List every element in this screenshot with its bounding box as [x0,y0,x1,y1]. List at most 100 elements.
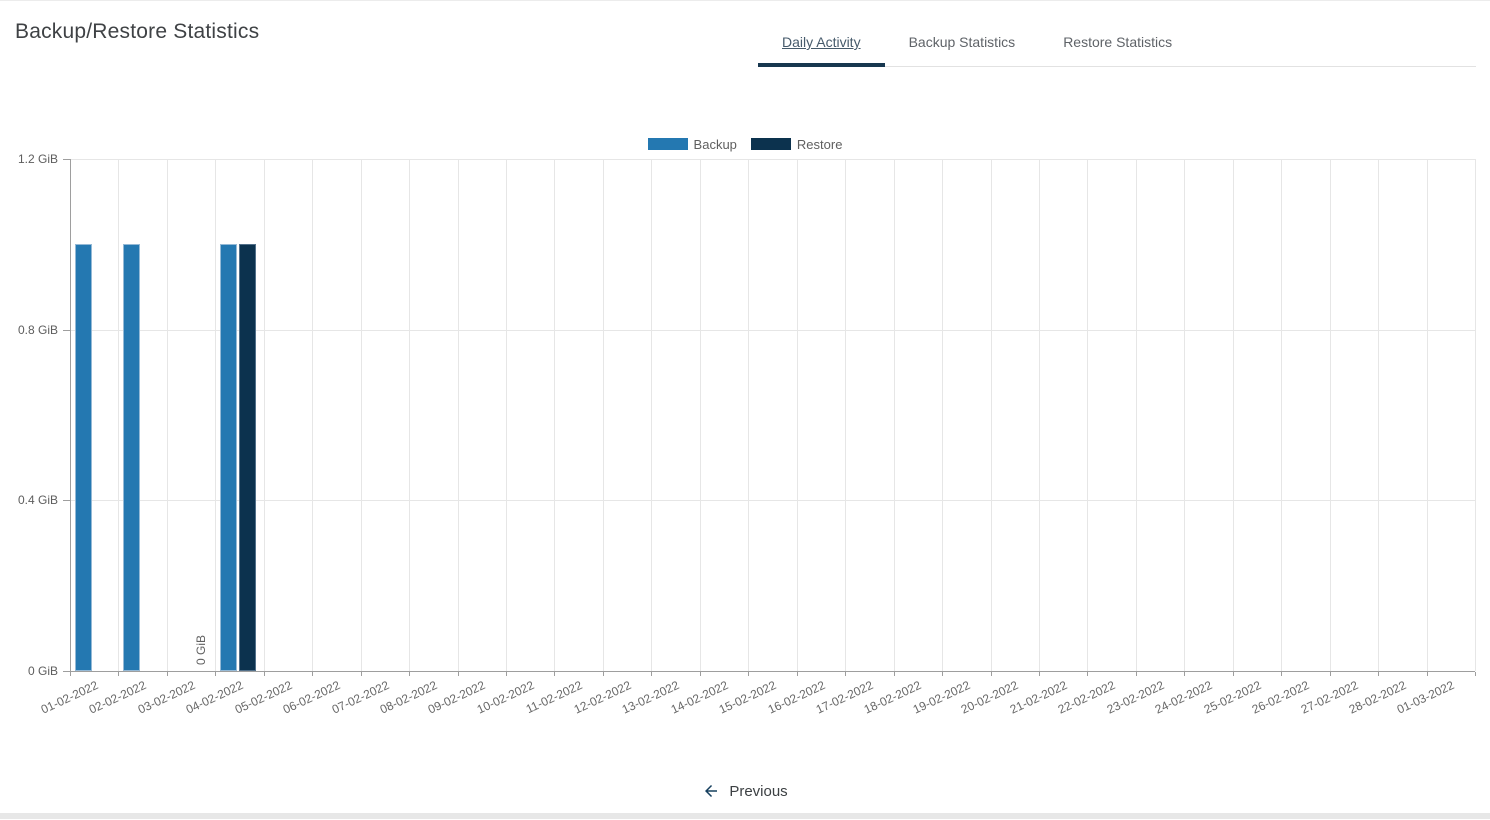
backup-bar-02-02-2022[interactable] [123,244,141,671]
chart-legend: Backup Restore [0,136,1490,152]
x-axis-tick [118,672,120,676]
x-axis-label: 06-02-2022 [280,678,343,717]
x-axis-tick [1038,672,1040,676]
page-title: Backup/Restore Statistics [15,20,260,43]
x-axis-tick [312,672,314,676]
backup-bar-04-02-2022[interactable] [220,244,238,671]
x-axis-tick [1475,672,1476,676]
y-axis-tick [63,329,70,331]
x-axis-label: 24-02-2022 [1152,678,1215,717]
tab-restore-statistics-label: Restore Statistics [1063,34,1173,50]
x-axis-label: 01-03-2022 [1395,678,1457,717]
tab-restore-statistics[interactable]: Restore Statistics [1039,18,1196,66]
y-axis-label: 1.2 GiB [17,152,58,166]
restore-bar-04-02-2022[interactable] [239,244,257,671]
active-tab-indicator [758,63,885,67]
x-axis-tick [845,672,847,676]
x-gridline [1087,159,1089,671]
x-gridline [215,159,217,671]
x-gridline [360,159,362,671]
x-gridline [699,159,701,671]
x-axis-label: 15-02-2022 [716,678,779,717]
x-axis-label: 17-02-2022 [813,678,876,717]
x-gridline [457,159,459,671]
y-gridline [70,500,1475,502]
tab-daily-activity[interactable]: Daily Activity [758,18,885,67]
x-axis-label: 22-02-2022 [1056,678,1118,717]
x-axis-tick [70,672,71,676]
x-axis-label: 21-02-2022 [1007,678,1070,717]
x-gridline [409,159,411,671]
y-gridline [70,159,1475,160]
y-axis-tick [63,500,70,502]
x-axis-tick [651,672,653,676]
tab-daily-activity-label: Daily Activity [782,34,861,50]
y-axis-label: 0 GiB [27,664,58,678]
x-axis-tick [215,672,217,676]
x-gridline [506,159,508,671]
x-axis-label: 12-02-2022 [571,678,634,717]
x-gridline [263,159,265,671]
previous-button[interactable]: Previous [0,778,1490,804]
x-axis-tick [1281,672,1283,676]
x-axis-tick [263,672,265,676]
x-gridline [554,159,556,671]
legend-backup-label: Backup [693,136,737,152]
x-axis-label: 19-02-2022 [910,678,973,717]
restore-swatch-icon [750,138,791,150]
x-gridline [1184,159,1186,671]
x-axis-tick [893,672,895,676]
x-axis-label: 07-02-2022 [329,678,391,717]
x-gridline [312,159,314,671]
x-axis-tick [602,672,604,676]
x-gridline [893,159,895,671]
x-axis-tick [1426,672,1428,676]
tab-backup-statistics[interactable]: Backup Statistics [885,18,1040,66]
tab-backup-statistics-label: Backup Statistics [908,34,1016,50]
x-axis-tick [506,672,508,676]
x-axis-label: 08-02-2022 [377,678,440,717]
x-axis-label: 10-02-2022 [474,678,537,717]
y-axis-line [70,159,71,671]
x-axis-tick [796,672,798,676]
x-axis-label: 01-02-2022 [38,678,101,717]
x-gridline [118,159,120,671]
legend-restore-label: Restore [796,136,843,152]
x-axis-tick [748,672,750,676]
y-axis-tick [63,671,70,672]
x-axis-tick [1329,672,1331,676]
x-gridline [990,159,992,671]
x-axis-tick [1135,672,1137,676]
x-axis-tick [1378,672,1380,676]
y-gridline [70,329,1475,331]
x-gridline [166,159,168,671]
x-gridline [1135,159,1137,671]
x-gridline [1038,159,1040,671]
x-axis-tick [1087,672,1089,676]
zero-value-label: 0 GiB [193,634,208,665]
x-axis-label: 23-02-2022 [1104,678,1167,717]
x-axis-tick [1232,672,1234,676]
bottom-scrollbar[interactable] [0,813,1490,819]
x-axis-label: 27-02-2022 [1298,678,1360,717]
y-axis-tick [63,159,70,160]
x-axis-label: 25-02-2022 [1201,678,1263,717]
backup-bar-01-02-2022[interactable] [75,244,92,671]
x-gridline [1232,159,1234,671]
x-axis-label: 28-02-2022 [1346,678,1409,717]
x-gridline [845,159,847,671]
x-axis-label: 03-02-2022 [135,678,198,717]
x-gridline [1329,159,1331,671]
x-gridline [942,159,944,671]
x-gridline [1378,159,1380,671]
x-axis-label: 09-02-2022 [426,678,488,717]
x-axis-label: 02-02-2022 [87,678,149,717]
backup-swatch-icon [647,138,688,150]
x-axis-label: 11-02-2022 [523,678,585,717]
x-axis-tick [360,672,362,676]
legend-item-backup: Backup [647,136,737,152]
x-axis-label: 20-02-2022 [959,678,1021,717]
x-gridline [1426,159,1428,671]
x-gridline [796,159,798,671]
